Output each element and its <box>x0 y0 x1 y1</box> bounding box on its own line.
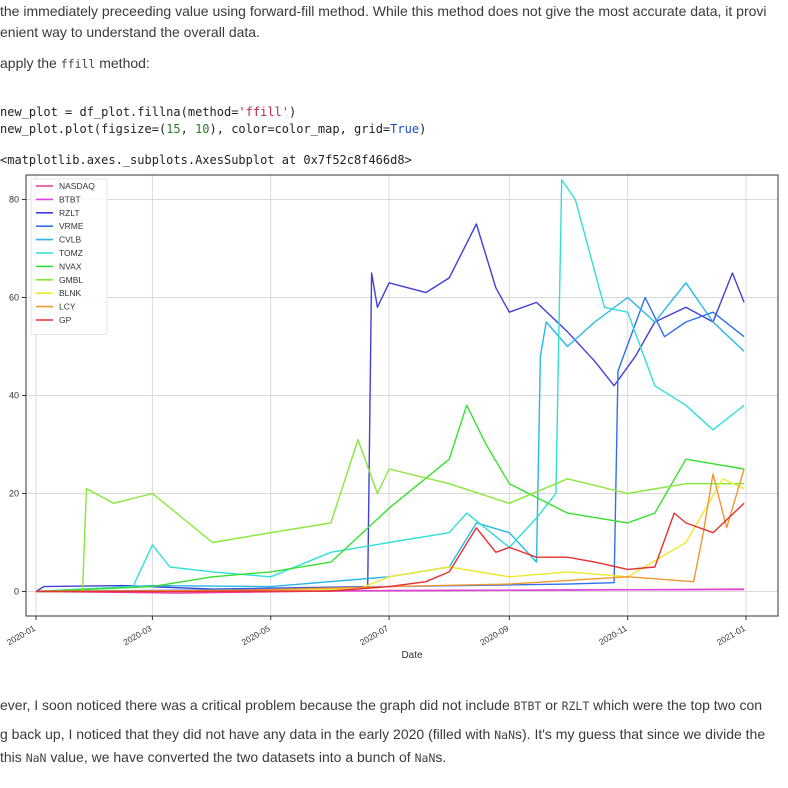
prose-text: s). It's my guess that since we divide t… <box>515 726 766 742</box>
code-number: 10 <box>195 122 210 136</box>
prose-line: ever, I soon noticed there was a critica… <box>0 697 762 713</box>
legend-label: BLNK <box>59 288 82 298</box>
legend-label: CVLB <box>59 235 82 245</box>
y-tick-label: 0 <box>14 587 19 597</box>
code-token: ) <box>419 122 427 136</box>
y-tick-label: 60 <box>9 293 19 303</box>
x-tick-label: 2020-09 <box>478 623 510 647</box>
inline-code: RZLT <box>561 699 590 713</box>
code-string: 'ffill' <box>238 105 289 119</box>
prose-text: apply the <box>0 55 61 71</box>
cell-output: <matplotlib.axes._subplots.AxesSubplot a… <box>0 153 412 167</box>
prose-text: enient way to understand the overall dat… <box>0 24 260 40</box>
code-keyword: True <box>390 122 420 136</box>
x-tick-label: 2020-01 <box>5 623 37 647</box>
legend: NASDAQ BTBT RZLT VRME CVLB TOMZ NVAX GMBL BLNK LC… <box>30 178 108 335</box>
series-line-lcy <box>35 468 745 593</box>
prose-text: or <box>541 697 562 713</box>
inline-code: BTBT <box>513 699 542 713</box>
series-line-gmbl <box>35 438 745 593</box>
prose-text: the immediately preceeding value using f… <box>0 3 767 19</box>
code-number: 15 <box>166 122 181 136</box>
inline-code: ffill <box>60 57 96 71</box>
prose-text: ever, I soon noticed there was a critica… <box>0 697 514 713</box>
prose-text: s. <box>435 749 447 765</box>
x-tick-label: 2020-11 <box>597 623 629 647</box>
prose-line: g back up, I noticed that they did not h… <box>0 726 765 742</box>
series-line-cvlb <box>35 282 745 593</box>
code-line: new_plot.plot(figsize=(15, 10), color=co… <box>0 122 426 136</box>
legend-label: RZLT <box>59 208 80 218</box>
x-axis-label: Date <box>401 650 423 661</box>
y-tick-label: 40 <box>9 391 19 401</box>
legend-label: GP <box>59 315 72 325</box>
prose-text: method: <box>95 55 150 71</box>
code-token: ), color=color_map, grid= <box>209 122 391 136</box>
x-axis: 2020-01 2020-03 2020-05 2020-07 2020-09 2020-… <box>5 616 747 647</box>
prose-text: this <box>0 749 26 765</box>
series-line-gp <box>35 502 745 593</box>
prose-text: g back up, I noticed that they did not h… <box>0 726 495 742</box>
inline-code: NaN <box>414 751 436 765</box>
legend-label: BTBT <box>59 194 81 204</box>
legend-label: NVAX <box>59 261 82 271</box>
x-tick-label: 2020-03 <box>121 623 153 647</box>
prose-line: the immediately preceeding value using f… <box>0 3 767 19</box>
prose-text: value, we have converted the two dataset… <box>46 749 415 765</box>
inline-code: NaN <box>25 751 47 765</box>
code-token: , <box>180 122 196 136</box>
code-token: new_plot.plot(figsize=( <box>0 122 167 136</box>
legend-label: VRME <box>59 221 84 231</box>
prose-line: enient way to understand the overall dat… <box>0 24 260 40</box>
legend-label: LCY <box>59 302 76 312</box>
chart-lines <box>35 179 745 594</box>
series-line-nvax <box>35 404 745 593</box>
prose-line: apply the ffill method: <box>0 55 150 71</box>
x-tick-label: 2021-01 <box>715 623 747 647</box>
x-tick-label: 2020-05 <box>240 623 272 647</box>
y-tick-label: 20 <box>9 489 19 499</box>
code-line: new_plot = df_plot.fillna(method='ffill'… <box>0 105 296 119</box>
chart-grid <box>26 175 778 616</box>
inline-code: NaN <box>494 728 515 742</box>
prose-line: this NaN value, we have converted the tw… <box>0 749 446 765</box>
y-tick-label: 80 <box>9 195 19 205</box>
legend-box <box>30 178 108 335</box>
prose-text: which were the top two con <box>589 697 763 713</box>
code-token: ) <box>289 105 297 119</box>
x-tick-label: 2020-07 <box>358 623 390 647</box>
series-line-blnk <box>35 478 745 593</box>
y-axis: 0 20 40 60 80 <box>9 195 26 597</box>
legend-label: NASDAQ <box>59 181 95 191</box>
legend-label: GMBL <box>59 275 83 285</box>
code-token: new_plot = df_plot.fillna(method= <box>0 105 239 119</box>
legend-label: TOMZ <box>59 248 83 258</box>
